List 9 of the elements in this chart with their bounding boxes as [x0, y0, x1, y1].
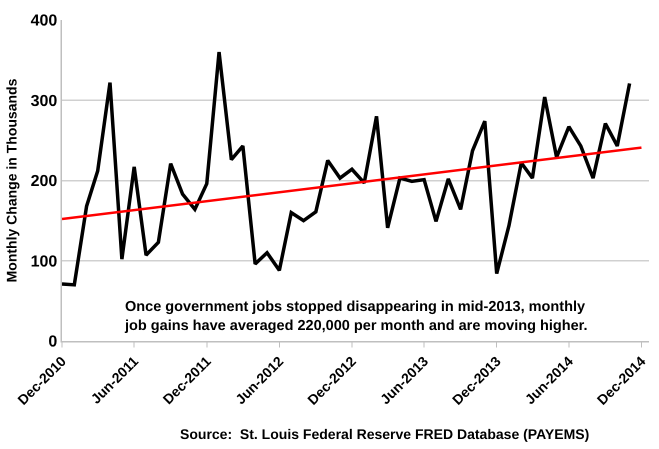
y-tick-label: 300: [30, 92, 58, 110]
y-axis-title: Monthly Change in Thousands: [3, 78, 20, 282]
y-tick-label: 200: [30, 173, 58, 190]
y-tick-label: 400: [30, 12, 58, 30]
y-tick-label: 0: [48, 334, 58, 351]
y-tick-label: 100: [30, 253, 58, 270]
source-note: Source: St. Louis Federal Reserve FRED Database (PAYEMS): [180, 426, 590, 442]
line-series: [62, 50, 632, 287]
annotation: Once government jobs stopped disappearing in mid-2013, monthly job gains have averaged 220,000 per month and are moving higher.: [124, 299, 588, 334]
